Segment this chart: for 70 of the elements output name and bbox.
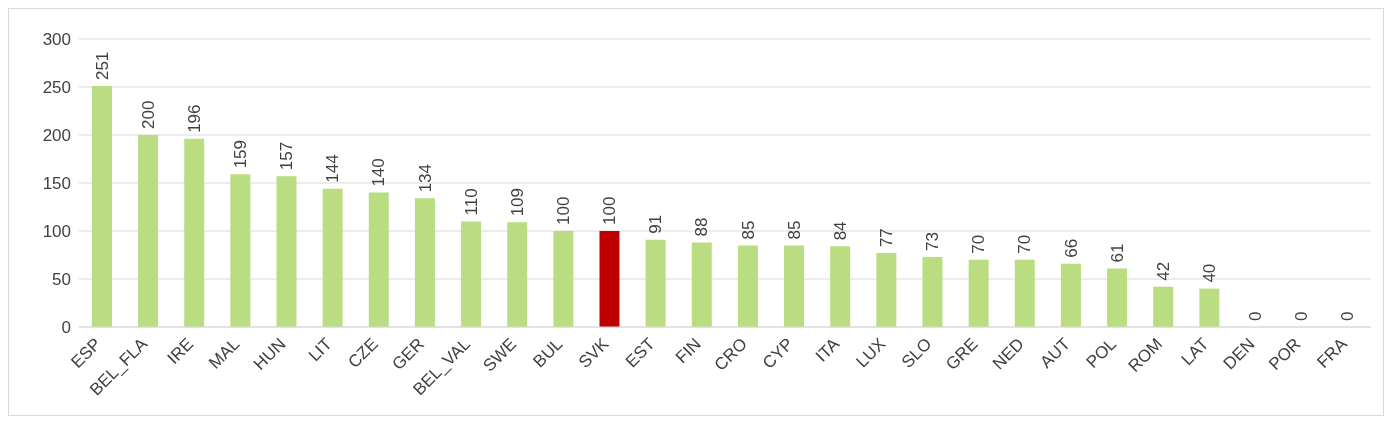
data-label: 251 <box>92 51 112 81</box>
data-label: 0 <box>1338 311 1358 321</box>
bar <box>1014 259 1035 327</box>
data-label: 88 <box>692 217 712 237</box>
bar <box>91 86 112 327</box>
y-tick-label: 0 <box>61 318 71 338</box>
bar <box>1199 288 1220 327</box>
data-label: 196 <box>184 104 204 133</box>
data-label: 100 <box>554 196 573 225</box>
bar <box>230 174 251 327</box>
data-label: 0 <box>1292 311 1312 321</box>
bar <box>507 222 528 327</box>
data-label: 42 <box>1153 261 1173 281</box>
data-label: 85 <box>738 220 758 240</box>
data-label: 134 <box>415 163 435 193</box>
y-tick-label: 150 <box>42 174 71 194</box>
bar <box>138 135 159 327</box>
x-tick-label: FRA <box>1313 333 1352 372</box>
data-label: 73 <box>923 232 943 251</box>
data-label: 70 <box>969 234 989 254</box>
bar <box>830 246 851 327</box>
bar <box>922 256 943 327</box>
bar <box>1153 286 1174 327</box>
bar <box>553 231 574 327</box>
data-label: 84 <box>830 221 850 241</box>
data-label: 159 <box>231 139 250 169</box>
bar <box>968 259 989 327</box>
bar <box>1060 263 1081 327</box>
data-label: 61 <box>1107 243 1127 263</box>
data-label: 100 <box>600 196 620 225</box>
x-tick-label: ITA <box>811 333 844 366</box>
data-label: 91 <box>646 214 666 234</box>
y-tick-label: 200 <box>42 126 71 146</box>
data-label: 109 <box>507 187 527 217</box>
x-tick-label: SLO <box>897 334 936 372</box>
data-label: 77 <box>877 228 896 248</box>
bar <box>876 253 897 327</box>
bar <box>691 242 712 327</box>
bar <box>599 231 620 327</box>
bar <box>737 245 758 327</box>
x-tick-label: POL <box>1082 334 1121 372</box>
x-tick-label: BUL <box>529 334 567 372</box>
bar <box>276 176 297 327</box>
y-tick-label: 100 <box>42 222 71 242</box>
y-tick-label: 50 <box>52 270 71 290</box>
data-label: 140 <box>369 158 389 187</box>
bar <box>414 198 435 327</box>
bar <box>1107 268 1128 327</box>
bar <box>368 192 389 327</box>
bar <box>645 239 666 327</box>
data-label: 66 <box>1061 238 1081 258</box>
data-label: 0 <box>1246 311 1266 321</box>
bar <box>784 245 805 327</box>
y-tick-label: 250 <box>42 78 71 98</box>
data-label: 85 <box>784 220 804 240</box>
data-label: 200 <box>138 100 158 129</box>
x-tick-label: LAT <box>1177 334 1213 369</box>
x-tick-label: FIN <box>671 334 705 368</box>
x-tick-label: IRE <box>163 334 198 368</box>
x-tick-label: LIT <box>304 334 336 366</box>
bar <box>184 138 205 327</box>
data-label: 144 <box>323 154 343 183</box>
bar <box>461 221 482 327</box>
data-label: 110 <box>461 188 481 216</box>
data-label: 40 <box>1200 263 1219 283</box>
y-tick-label: 300 <box>42 30 71 50</box>
data-label: 157 <box>277 141 297 171</box>
data-label: 70 <box>1015 234 1035 254</box>
bar <box>322 188 343 327</box>
x-tick-label: MAL <box>205 334 244 373</box>
